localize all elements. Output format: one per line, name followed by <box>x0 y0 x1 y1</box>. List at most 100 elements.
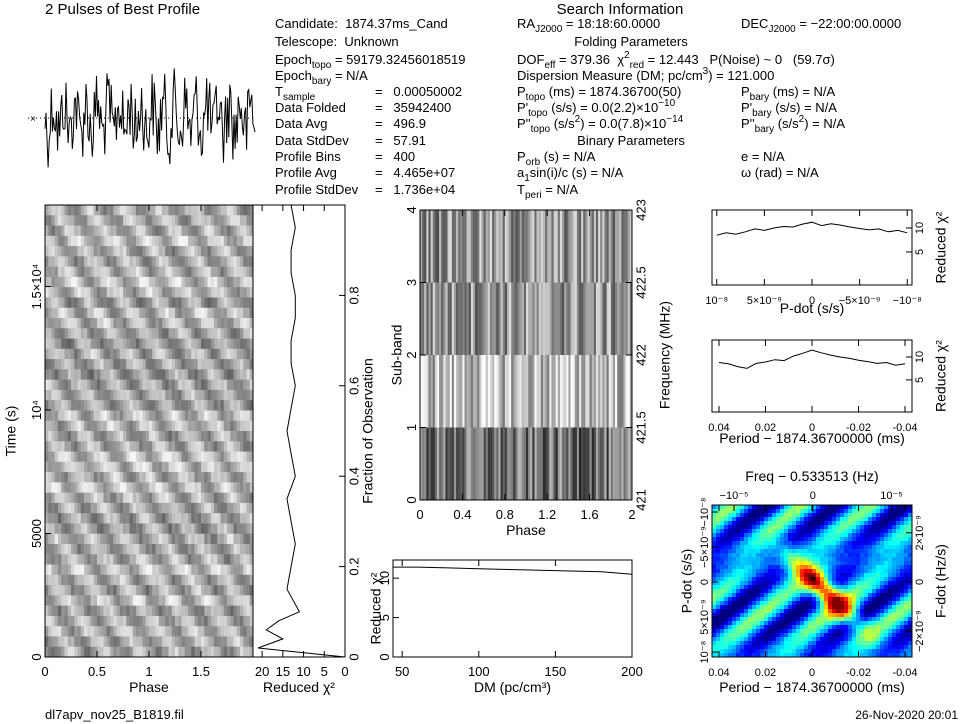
heat-cell <box>188 225 192 237</box>
heat-cell <box>217 420 221 432</box>
heat-cell <box>832 565 837 570</box>
heat-cell <box>223 359 228 370</box>
heat-cell <box>896 589 901 594</box>
heat-cell <box>155 492 160 504</box>
heat-cell <box>201 615 205 627</box>
heat-cell <box>521 427 525 500</box>
heat-cell <box>233 585 238 596</box>
heat-cell <box>430 427 434 500</box>
heat-cell <box>61 369 65 381</box>
heat-cell <box>51 369 56 381</box>
heat-cell <box>178 533 182 545</box>
heat-cell <box>61 605 65 617</box>
heat-cell <box>119 225 124 237</box>
heat-cell <box>188 235 192 247</box>
heat-cell <box>126 266 130 278</box>
info-segment: topo <box>531 124 551 135</box>
heat-cell <box>728 541 733 546</box>
heat-cell <box>184 615 189 627</box>
heat-cell <box>223 215 228 226</box>
heat-cell <box>123 492 127 504</box>
heat-cell <box>736 529 741 534</box>
heat-cell <box>784 617 789 622</box>
heat-cell <box>90 564 95 576</box>
heat-cell <box>110 297 114 309</box>
heat-cell <box>152 523 156 535</box>
heat-cell <box>87 420 91 432</box>
heat-cell <box>812 593 817 598</box>
heat-cell <box>820 609 825 614</box>
heat-cell <box>93 287 98 298</box>
heat-cell <box>84 389 88 401</box>
heat-cell <box>100 502 104 514</box>
heat-cell <box>162 266 166 278</box>
heat-cell <box>100 266 104 278</box>
heat-cell <box>171 215 176 226</box>
heat-cell <box>804 573 809 578</box>
heat-cell <box>824 537 829 542</box>
x-tick-label: 5×10⁻⁹ <box>747 295 782 307</box>
heat-cell <box>136 533 140 545</box>
heat-cell <box>106 215 111 226</box>
heat-cell <box>820 593 825 598</box>
heat-cell <box>116 585 121 596</box>
heat-cell <box>844 509 849 514</box>
heat-cell <box>194 636 199 648</box>
heat-cell <box>784 605 789 610</box>
heat-cell <box>617 210 620 283</box>
heat-cell <box>45 574 49 586</box>
heat-cell <box>724 597 729 602</box>
heat-cell <box>93 348 98 360</box>
heat-cell <box>800 509 805 514</box>
heat-cell <box>194 502 199 514</box>
heat-cell <box>132 461 137 473</box>
heat-cell <box>80 256 85 268</box>
heat-cell <box>90 318 95 329</box>
heat-cell <box>87 400 91 411</box>
heat-cell <box>162 431 166 442</box>
heat-cell <box>126 502 130 514</box>
heat-cell <box>67 646 72 658</box>
heat-cell <box>155 574 160 586</box>
heat-cell <box>158 246 163 257</box>
heat-cell <box>776 553 781 558</box>
heat-cell <box>768 597 773 602</box>
heat-cell <box>780 597 785 602</box>
heat-cell <box>165 523 169 535</box>
heat-cell <box>760 593 765 598</box>
heat-cell <box>748 581 753 586</box>
heat-cell <box>58 420 62 432</box>
heat-cell <box>230 574 234 586</box>
heat-cell <box>84 626 88 637</box>
heat-cell <box>864 561 869 566</box>
heat-cell <box>532 210 535 283</box>
heat-cell <box>892 505 897 510</box>
heat-cell <box>756 545 761 550</box>
heat-cell <box>90 225 95 237</box>
heat-cell <box>884 553 889 558</box>
heat-cell <box>828 537 833 542</box>
heat-cell <box>207 492 212 504</box>
heat-cell <box>149 225 153 237</box>
heat-cell <box>171 605 176 617</box>
heat-cell <box>820 589 825 594</box>
heat-cell <box>236 626 241 637</box>
heat-cell <box>500 282 503 355</box>
heat-cell <box>77 461 82 473</box>
heat-cell <box>113 533 117 545</box>
heat-cell <box>756 573 761 578</box>
heat-cell <box>836 597 841 602</box>
heat-cell <box>188 605 192 617</box>
heat-cell <box>233 441 238 452</box>
heat-cell <box>732 565 737 570</box>
heat-cell <box>772 589 777 594</box>
heat-cell <box>214 215 218 226</box>
heat-cell <box>872 513 877 518</box>
heat-cell <box>812 541 817 546</box>
heat-cell <box>194 297 199 309</box>
y2-axis-label: Reduced χ² <box>933 211 949 283</box>
heat-cell <box>217 523 221 535</box>
heat-cell <box>106 389 111 401</box>
heat-cell <box>246 420 251 432</box>
heat-cell <box>45 225 49 237</box>
